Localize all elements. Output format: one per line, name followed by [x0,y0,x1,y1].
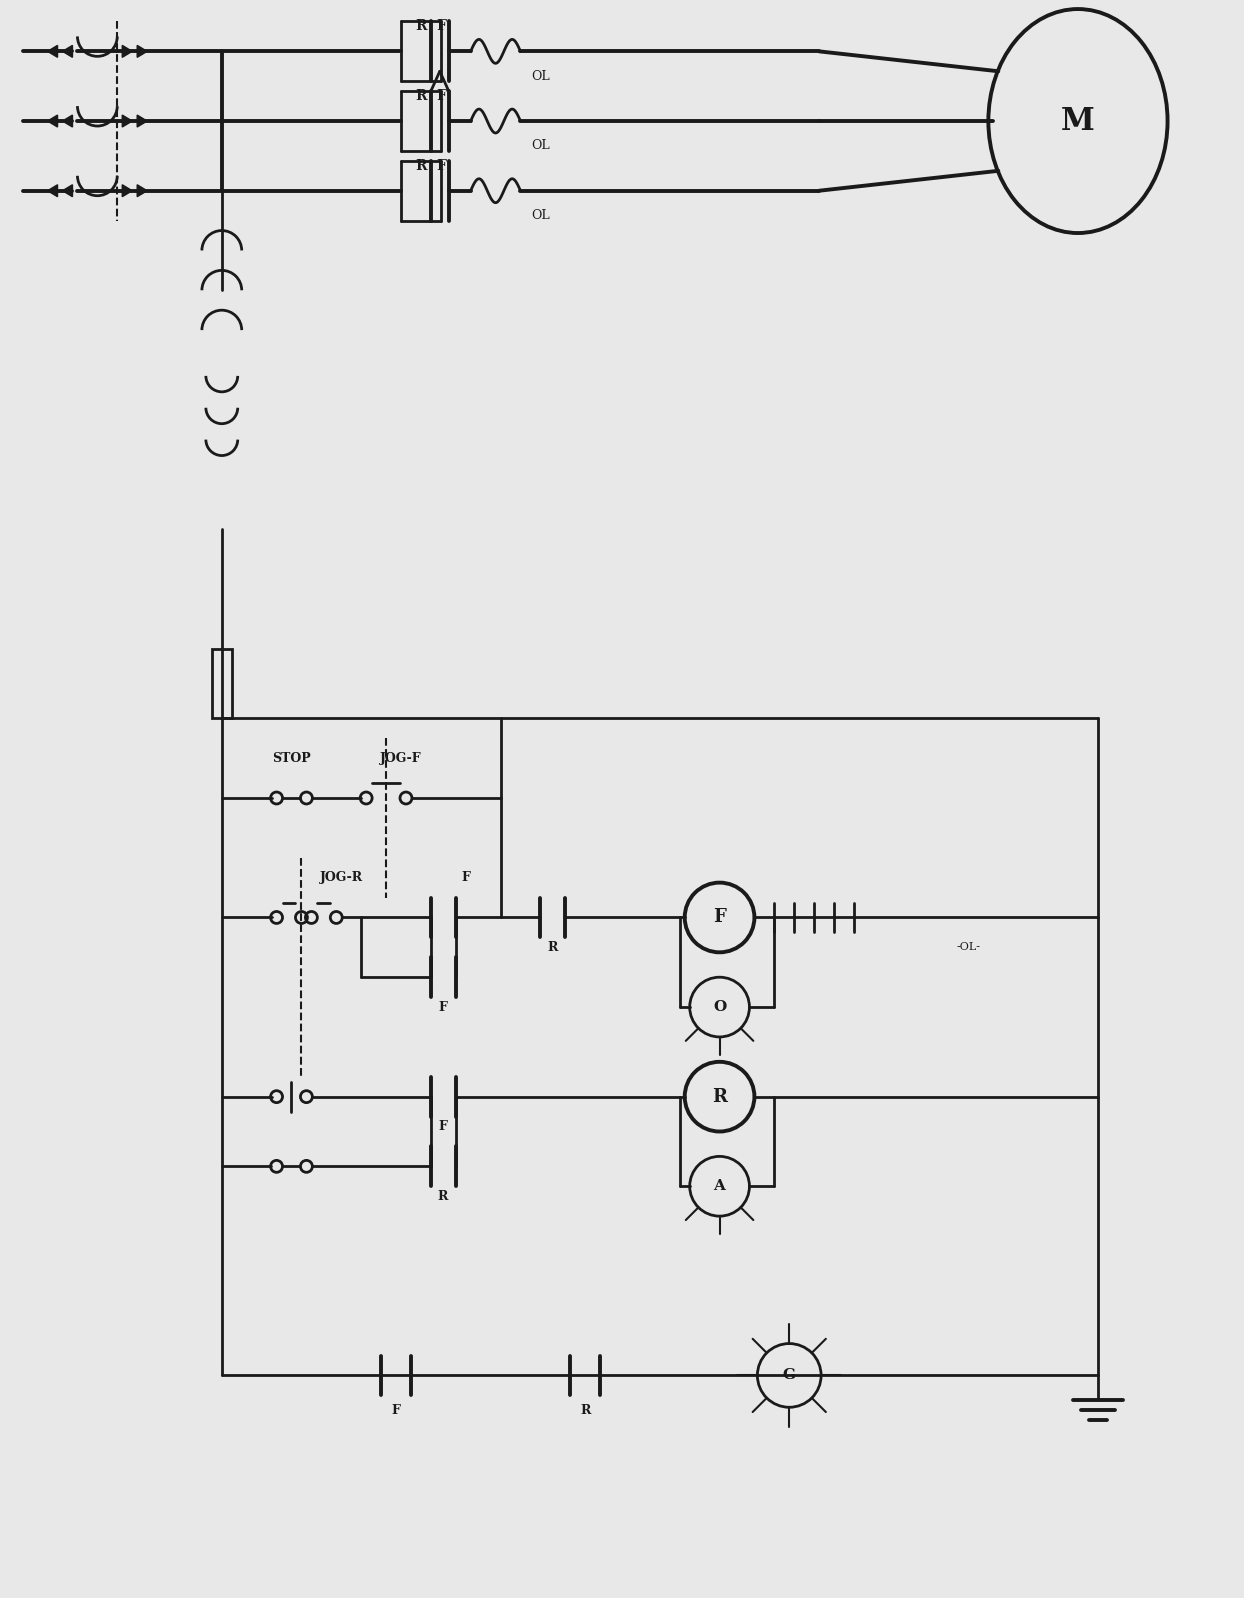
Text: R: R [438,1191,448,1203]
Text: R: R [580,1403,591,1417]
Text: F: F [462,871,470,884]
Polygon shape [47,45,57,58]
Text: A: A [714,1179,725,1194]
Text: F: F [438,1000,448,1013]
Text: M: M [1061,105,1095,136]
Polygon shape [62,185,72,197]
Text: R: R [712,1088,726,1106]
Text: F: F [713,909,726,927]
Text: OL: OL [531,209,550,222]
Polygon shape [137,45,147,58]
Text: F: F [392,1403,401,1417]
Text: F: F [435,158,445,173]
Bar [211,649,231,719]
Text: F: F [435,19,445,34]
Polygon shape [122,185,132,197]
Polygon shape [137,115,147,126]
Text: STOP: STOP [272,751,311,765]
Polygon shape [47,185,57,197]
Text: -OL-: -OL- [957,943,980,952]
Text: O: O [713,1000,726,1015]
Text: F: F [435,89,445,104]
Text: JOG-F: JOG-F [381,751,422,765]
Text: OL: OL [531,139,550,152]
Text: R: R [547,941,557,954]
Text: R: R [415,19,427,34]
Text: R: R [415,158,427,173]
Polygon shape [47,115,57,126]
Polygon shape [122,115,132,126]
Polygon shape [137,185,147,197]
Text: JOG-R: JOG-R [320,871,363,884]
Polygon shape [62,115,72,126]
Text: F: F [438,1120,448,1133]
Text: R: R [415,89,427,104]
Text: G: G [782,1368,796,1382]
Polygon shape [62,45,72,58]
Polygon shape [122,45,132,58]
Text: OL: OL [531,70,550,83]
